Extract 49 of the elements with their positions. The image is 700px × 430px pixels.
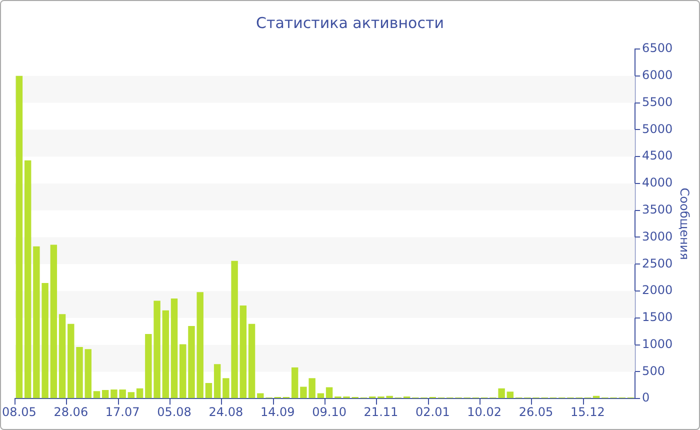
x-tick-label: 21.11 <box>364 404 398 419</box>
y-axis-title: Сообщения <box>678 188 692 260</box>
y-tick-label: 2500 <box>642 256 673 270</box>
y-tick-label: 5000 <box>642 122 673 136</box>
bar <box>93 391 100 398</box>
bar <box>240 306 247 398</box>
y-tick-label: 3000 <box>642 229 673 244</box>
y-tick-label: 5500 <box>642 94 673 109</box>
x-tick-label: 02.01 <box>415 404 450 419</box>
y-tick-label: 2000 <box>642 283 673 298</box>
bar <box>317 393 324 398</box>
bar <box>257 393 264 398</box>
y-tick-label: 1500 <box>642 310 673 324</box>
bar <box>50 244 58 398</box>
bar <box>84 349 92 398</box>
x-tick-label: 17.07 <box>105 404 140 419</box>
bar <box>24 160 32 398</box>
y-tick-label: 500 <box>642 364 665 378</box>
y-tick-label: 1000 <box>642 336 673 351</box>
y-tick-label: 4500 <box>642 148 673 163</box>
bar <box>102 390 109 398</box>
bar <box>136 388 144 398</box>
x-tick-label: 05.08 <box>157 404 192 419</box>
bar <box>16 76 23 398</box>
y-tick-label: 0 <box>642 390 650 405</box>
bar <box>205 383 212 398</box>
x-tick-label: 08.05 <box>2 404 36 419</box>
x-tick-label: 26.05 <box>518 404 554 419</box>
bar <box>291 367 298 398</box>
bar <box>248 324 256 398</box>
bar <box>170 298 178 398</box>
y-tick-label: 6000 <box>642 68 673 82</box>
x-tick-label: 10.02 <box>467 404 502 419</box>
y-tick-label: 3500 <box>642 202 673 216</box>
bar <box>326 387 333 398</box>
bar <box>58 314 66 398</box>
bar <box>180 344 186 398</box>
x-tick-label: 24.08 <box>208 404 244 419</box>
x-tick-label: 28.06 <box>54 404 88 419</box>
x-tick-label: 15.12 <box>570 404 605 419</box>
bar <box>128 392 135 398</box>
x-tick-label: 09.10 <box>312 404 346 419</box>
bar <box>214 364 221 398</box>
chart-title: Статистика активности <box>256 14 444 32</box>
bar <box>506 392 514 398</box>
x-tick-label: 14.09 <box>260 404 295 419</box>
y-tick-label: 6500 <box>642 41 673 56</box>
y-tick-label: 4000 <box>642 176 673 190</box>
bar <box>162 310 169 398</box>
